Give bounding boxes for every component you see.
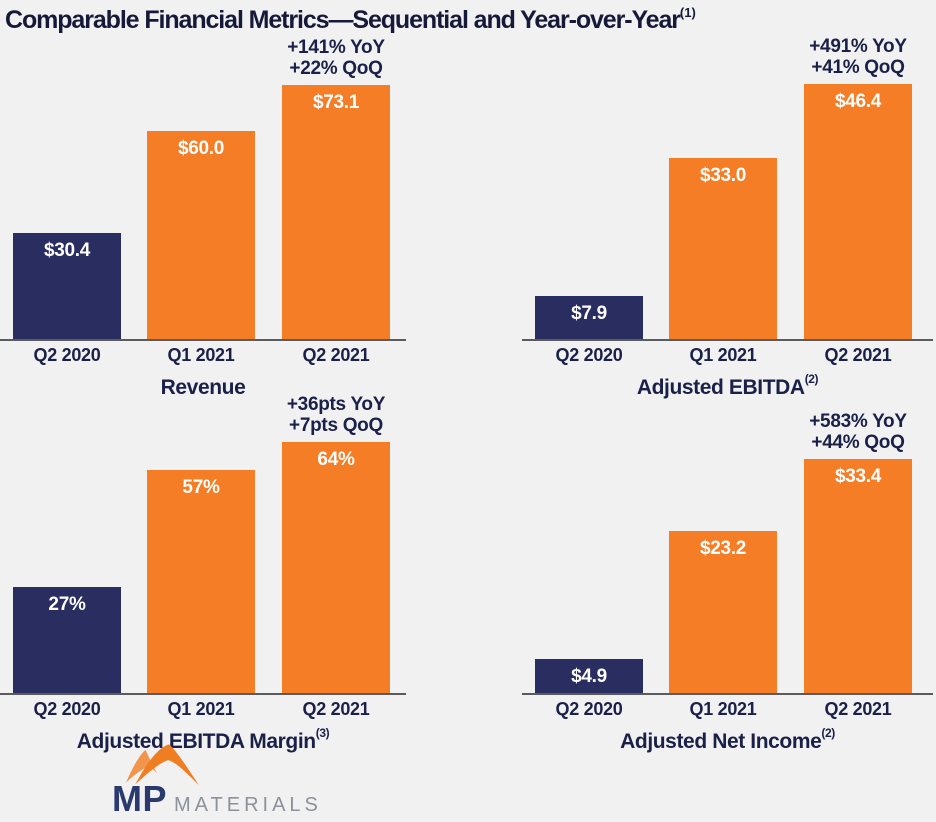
- mp-materials-logo: MP MATERIALS: [112, 742, 322, 820]
- growth-annotation: +36pts YoY +7pts QoQ: [254, 394, 418, 436]
- chart-title: Adjusted EBITDA(2): [522, 372, 933, 400]
- category-label: Q2 2021: [824, 699, 892, 719]
- bar-value-label: $33.0: [699, 164, 747, 186]
- bar-value-label: $60.0: [177, 137, 225, 159]
- plot-area: +141% YoY +22% QoQ $30.4 $60.0 $73.1: [0, 37, 406, 341]
- plot-area: +36pts YoY +7pts QoQ 27% 57% 64%: [0, 394, 406, 695]
- bar-value-label: $73.1: [312, 92, 360, 113]
- plot-area: +583% YoY +44% QoQ $4.9 $23.2 $33.4: [522, 395, 933, 695]
- chart-title-text: Revenue: [160, 376, 246, 399]
- bar-value-label: 27%: [48, 594, 86, 616]
- category-axis: Q2 2020 Q1 2021 Q2 2021: [0, 345, 406, 371]
- chart-revenue: +141% YoY +22% QoQ $30.4 $60.0 $73.1 Q2 …: [0, 37, 406, 400]
- bar-value-label: 57%: [182, 476, 220, 498]
- bar-q2-2021: $33.4: [804, 459, 912, 693]
- page-title-text: Comparable Financial Metrics—Sequential …: [5, 6, 681, 34]
- category-axis: Q2 2020 Q1 2021 Q2 2021: [522, 699, 933, 725]
- chart-title-footnote: (2): [804, 372, 819, 386]
- chart-title-text: Adjusted EBITDA: [636, 376, 805, 399]
- category-label: Q2 2020: [33, 699, 101, 719]
- category-label: Q2 2021: [302, 699, 370, 719]
- bar-q2-2021: $46.4: [804, 84, 912, 339]
- category-label: Q1 2021: [689, 345, 757, 365]
- category-axis: Q2 2020 Q1 2021 Q2 2021: [522, 345, 933, 371]
- bar-value-label: $33.4: [834, 466, 882, 487]
- chart-title-text: Adjusted EBITDA Margin: [76, 730, 316, 753]
- yoy-growth-label: +36pts YoY: [286, 394, 386, 415]
- bar-value-label: $30.4: [43, 240, 91, 262]
- bar-q2-2020: 27%: [13, 587, 121, 693]
- chart-title-footnote: (2): [821, 726, 835, 740]
- category-axis: Q2 2020 Q1 2021 Q2 2021: [0, 699, 406, 725]
- bar-q2-2020: $30.4: [13, 233, 121, 339]
- page-title-footnote: (1): [679, 4, 696, 20]
- bar-q2-2020: $7.9: [535, 295, 643, 339]
- logo-text: MP MATERIALS: [112, 778, 322, 820]
- bar-q2-2020: $4.9: [535, 658, 643, 693]
- qoq-growth-label: +41% QoQ: [811, 57, 905, 78]
- chart-title: Adjusted EBITDA Margin(3): [0, 726, 406, 754]
- category-label: Q2 2020: [555, 345, 623, 365]
- bar-q1-2021: $33.0: [669, 157, 777, 339]
- bar-value-label: 64%: [317, 449, 355, 470]
- qoq-growth-label: +22% QoQ: [289, 58, 383, 79]
- bar-value-label: $46.4: [834, 91, 882, 112]
- chart-title-footnote: (3): [315, 726, 330, 740]
- growth-annotation: +491% YoY +41% QoQ: [776, 36, 936, 78]
- category-label: Q2 2020: [555, 699, 623, 719]
- category-label: Q2 2020: [33, 345, 101, 365]
- chart-title: Revenue: [0, 375, 406, 400]
- bar-q2-2021: 64%: [282, 442, 390, 693]
- bar-q2-2021: $73.1: [282, 85, 390, 339]
- chart-title-text: Adjusted Net Income: [620, 730, 822, 753]
- bar-q1-2021: $60.0: [147, 130, 255, 339]
- category-label: Q1 2021: [689, 699, 757, 719]
- plot-area: +491% YoY +41% QoQ $7.9 $33.0 $46.4: [522, 36, 933, 341]
- logo-swoosh-icon: [125, 744, 199, 786]
- chart-adjusted-net-income: +583% YoY +44% QoQ $4.9 $23.2 $33.4 Q2 2…: [522, 395, 933, 754]
- category-label: Q1 2021: [167, 699, 235, 719]
- yoy-growth-label: +491% YoY: [809, 36, 907, 57]
- yoy-growth-label: +583% YoY: [809, 411, 907, 432]
- logo-materials-text: MATERIALS: [174, 794, 322, 816]
- category-label: Q2 2021: [302, 345, 370, 365]
- category-label: Q2 2021: [824, 345, 892, 365]
- page-title: Comparable Financial Metrics—Sequential …: [5, 4, 696, 35]
- growth-annotation: +583% YoY +44% QoQ: [776, 411, 936, 453]
- bar-value-label: $23.2: [699, 537, 747, 559]
- chart-adjusted-ebitda: +491% YoY +41% QoQ $7.9 $33.0 $46.4 Q2 2…: [522, 36, 933, 400]
- qoq-growth-label: +7pts QoQ: [289, 415, 383, 436]
- logo-mp-text: MP: [112, 778, 167, 819]
- bar-value-label: $4.9: [571, 665, 607, 687]
- category-label: Q1 2021: [167, 345, 235, 365]
- qoq-growth-label: +44% QoQ: [811, 432, 905, 453]
- chart-title: Adjusted Net Income(2): [522, 726, 933, 754]
- yoy-growth-label: +141% YoY: [287, 37, 385, 58]
- bar-q1-2021: 57%: [147, 469, 255, 693]
- chart-adjusted-ebitda-margin: +36pts YoY +7pts QoQ 27% 57% 64% Q2 2020…: [0, 394, 406, 754]
- bar-q1-2021: $23.2: [669, 530, 777, 693]
- growth-annotation: +141% YoY +22% QoQ: [254, 37, 418, 79]
- bar-value-label: $7.9: [571, 302, 607, 324]
